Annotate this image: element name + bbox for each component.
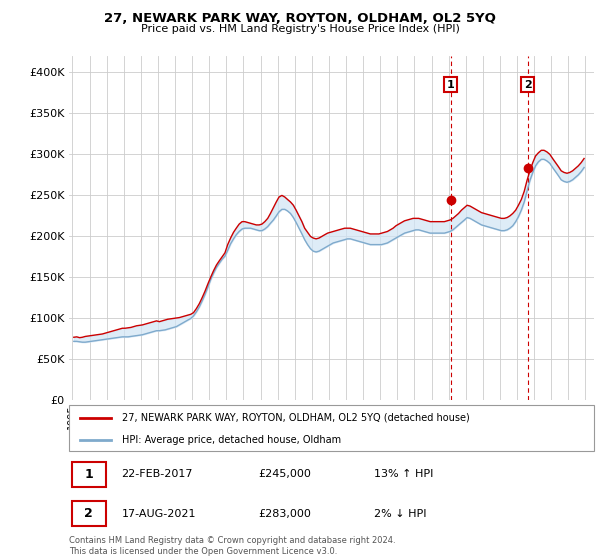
FancyBboxPatch shape [71, 501, 106, 526]
Text: 27, NEWARK PARK WAY, ROYTON, OLDHAM, OL2 5YQ: 27, NEWARK PARK WAY, ROYTON, OLDHAM, OL2… [104, 12, 496, 25]
Text: 1: 1 [447, 80, 455, 90]
Text: 17-AUG-2021: 17-AUG-2021 [121, 508, 196, 519]
Text: Price paid vs. HM Land Registry's House Price Index (HPI): Price paid vs. HM Land Registry's House … [140, 24, 460, 34]
Text: Contains HM Land Registry data © Crown copyright and database right 2024.
This d: Contains HM Land Registry data © Crown c… [69, 536, 395, 556]
Text: 2% ↓ HPI: 2% ↓ HPI [373, 508, 426, 519]
Text: 1: 1 [85, 468, 93, 481]
Text: 2: 2 [85, 507, 93, 520]
FancyBboxPatch shape [71, 462, 106, 487]
Text: £245,000: £245,000 [258, 469, 311, 479]
Text: £283,000: £283,000 [258, 508, 311, 519]
Text: HPI: Average price, detached house, Oldham: HPI: Average price, detached house, Oldh… [121, 435, 341, 445]
FancyBboxPatch shape [69, 405, 594, 451]
Text: 2: 2 [524, 80, 532, 90]
Text: 13% ↑ HPI: 13% ↑ HPI [373, 469, 433, 479]
Text: 22-FEB-2017: 22-FEB-2017 [121, 469, 193, 479]
Text: 27, NEWARK PARK WAY, ROYTON, OLDHAM, OL2 5YQ (detached house): 27, NEWARK PARK WAY, ROYTON, OLDHAM, OL2… [121, 413, 469, 423]
